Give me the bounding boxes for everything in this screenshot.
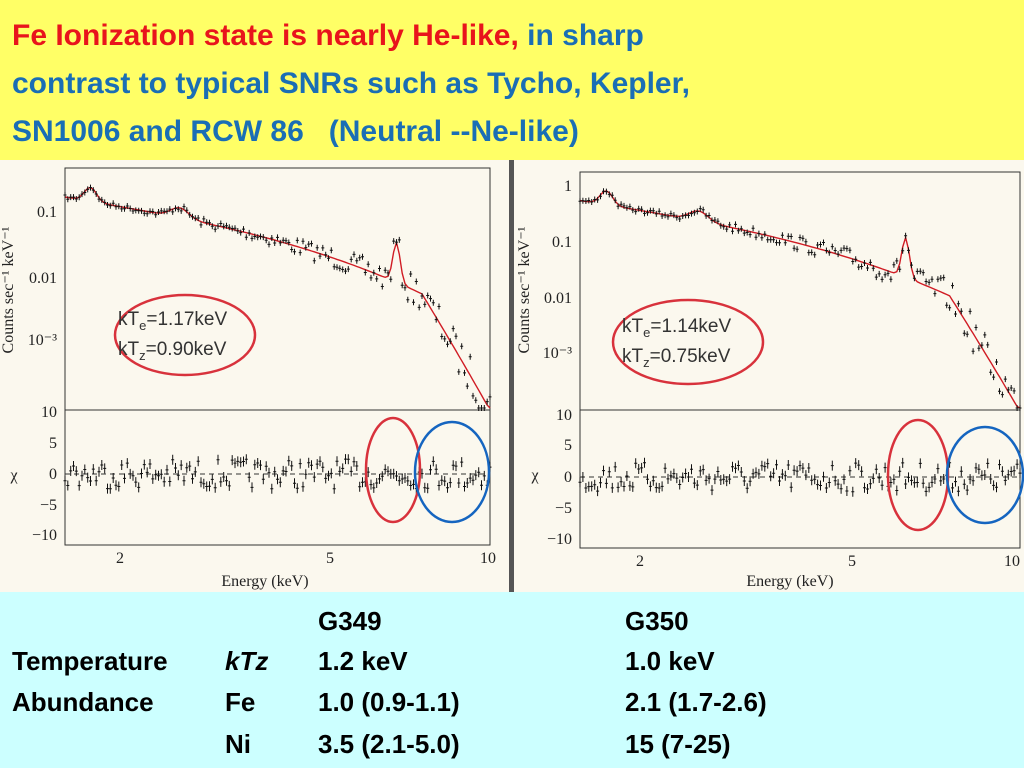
figure-divider [509,160,514,592]
x-axis-label: Energy (keV) [221,573,308,590]
x-axis-label: Energy (keV) [746,573,833,590]
residual-tick-label: 0 [564,469,572,486]
header-line: contrast to typical SNRs such as Tycho, … [12,67,690,100]
y-axis-label: Counts sec⁻¹ keV⁻¹ [516,226,533,353]
residual-points [63,454,492,494]
y-tick-label: 10⁻³ [28,332,57,349]
y-tick-label: 0.1 [37,204,57,221]
residual-axis-label: χ [530,467,539,484]
highlight-ring [364,416,422,524]
x-tick-label: 2 [636,553,644,570]
residual-tick-label: −10 [547,531,572,548]
table-bg [0,592,1024,768]
residual-tick-label: 10 [556,407,572,424]
annotation-text: kT [118,309,140,330]
residual-axis-label: χ [9,467,18,484]
y-tick-label: 0.01 [29,270,57,287]
residual-tick-label: −10 [32,527,57,544]
header-red: Fe Ionization state is nearly He-like, [12,19,519,52]
row-label: Temperature [12,646,168,676]
cell: 2.1 (1.7-2.6) [625,687,767,717]
highlight-ring [945,425,1024,525]
annotation: kTz=0.90keV [118,339,227,363]
row-param: kTz [225,646,268,676]
annotation-text: kT [622,346,644,367]
table: G349 G350 Temperature kTz 1.2 keV 1.0 ke… [12,606,767,759]
x-tick-label: 5 [326,550,334,567]
annotation: kTz=0.75keV [622,346,731,370]
annotation: kTe=1.17keV [118,309,227,333]
x-tick-label: 10 [480,550,496,567]
y-tick-label: 1 [564,178,572,195]
annotation-sub: e [643,325,650,340]
header-line: Fe Ionization state is nearly He-like, i… [12,19,644,52]
annotation-sub: z [643,355,650,370]
spectrum-panel: 1 0.1 0.01 10⁻³ 10 5 0 −5 −10 2 5 10 Energy (keV) Cou… [516,171,1024,590]
x-tick-label: 10 [1004,553,1020,570]
residual-tick-label: 0 [49,466,57,483]
residual-tick-label: −5 [40,497,57,514]
x-tick-label: 5 [848,553,856,570]
y-tick-label: 0.01 [544,290,572,307]
annotation: kTe=1.14keV [622,316,731,340]
y-tick-label: 0.1 [552,234,572,251]
highlight-ring [413,420,491,524]
cell: 3.5 (2.1-5.0) [318,729,460,759]
col-head: G350 [625,606,689,636]
col-head: G349 [318,606,382,636]
annotation-text: =1.17keV [146,309,227,330]
header-line: SN1006 and RCW 86 (Neutral --Ne-like) [12,115,579,148]
annotation-text: =1.14keV [650,316,731,337]
annotation-sub: z [139,348,146,363]
residual-points [578,457,1022,497]
row-label: Abundance [12,687,154,717]
y-tick-label: 10⁻³ [543,345,572,362]
header-blue: in sharp [527,19,644,52]
residual-tick-label: 5 [564,437,572,454]
y-axis-label: Counts sec⁻¹ keV⁻¹ [0,226,17,353]
cell: 1.0 keV [625,646,715,676]
residual-tick-label: 10 [41,404,57,421]
annotation-ring [113,293,257,377]
header-bg [0,0,1024,160]
annotation-text: kT [622,316,644,337]
residual-tick-label: −5 [555,500,572,517]
annotation-text: =0.90keV [146,339,227,360]
annotation-text: kT [118,339,140,360]
cell: 15 (7-25) [625,729,731,759]
data-points [63,184,492,411]
cell: 1.2 keV [318,646,408,676]
row-param: Fe [225,687,255,717]
spectrum-panel: 0.1 0.01 10⁻³ 10 5 0 −5 −10 2 5 10 Energy (keV) Coun… [0,167,496,590]
x-tick-label: 2 [116,550,124,567]
residual-tick-label: 5 [49,435,57,452]
data-points [578,188,1022,411]
annotation-text: =0.75keV [650,346,731,367]
annotation-sub: e [139,318,146,333]
annotation-ring [611,298,765,386]
row-param: Ni [225,729,251,759]
cell: 1.0 (0.9-1.1) [318,687,460,717]
